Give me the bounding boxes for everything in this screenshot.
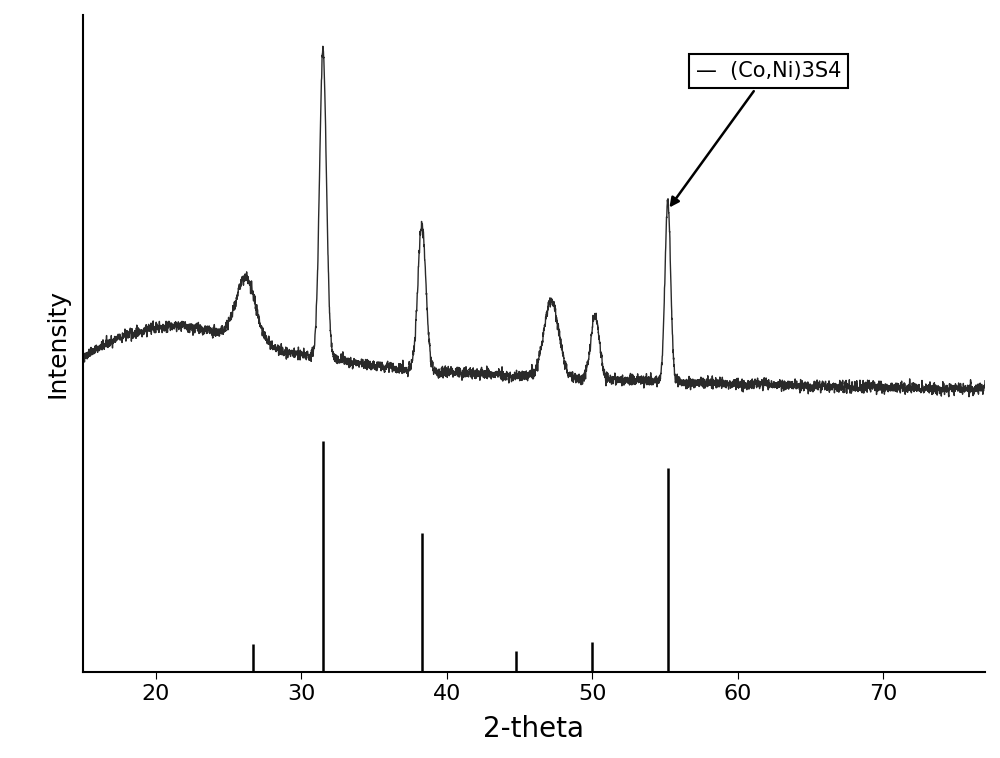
X-axis label: 2-theta: 2-theta xyxy=(483,715,584,743)
Y-axis label: Intensity: Intensity xyxy=(45,289,69,398)
Text: —  (Co,Ni)3S4: — (Co,Ni)3S4 xyxy=(671,61,841,205)
